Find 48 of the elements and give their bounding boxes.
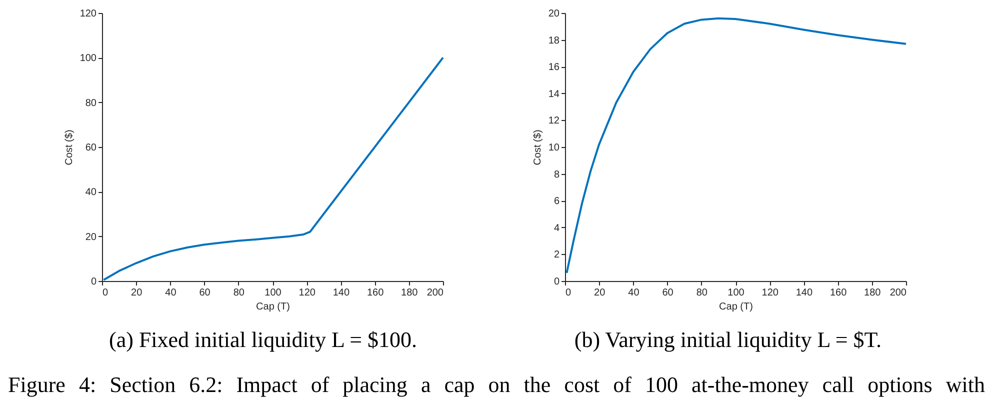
x-tick-label: 160: [366, 288, 384, 298]
x-tick-label: 120: [298, 288, 316, 298]
y-axis-title: Cost ($): [532, 130, 544, 166]
y-tick-label: 60: [85, 142, 97, 154]
y-tick-label: 20: [85, 232, 97, 243]
y-tick-label: 4: [554, 222, 560, 234]
x-tick-label: 0: [566, 288, 572, 298]
x-axis-title: Cap (T): [719, 302, 753, 312]
x-tick-label: 140: [332, 288, 350, 298]
y-tick-label: 80: [85, 98, 97, 109]
x-tick-label: 100: [264, 288, 282, 298]
y-tick-label: 40: [85, 187, 97, 198]
x-tick-label: 0: [102, 288, 108, 298]
y-tick-label: 2: [554, 250, 560, 261]
y-tick-label: 0: [554, 276, 560, 288]
x-tick-label: 180: [401, 288, 418, 298]
x-tick-label: 20: [131, 288, 143, 298]
y-tick-label: 0: [90, 276, 97, 288]
x-tick-label: 200: [426, 288, 444, 298]
x-tick-label: 80: [696, 288, 708, 298]
y-tick-label: 20: [548, 8, 560, 20]
y-tick-label: 16: [548, 62, 560, 74]
line-series: [566, 17, 907, 274]
y-tick-label: 6: [554, 196, 560, 208]
x-axis-title: Cap (T): [256, 302, 290, 312]
text: (a) Fixed initial liquidity L = $100.: [109, 327, 417, 353]
y-tick-label: 12: [548, 116, 560, 127]
x-tick-label: 20: [594, 288, 606, 298]
x-tick-label: 100: [728, 288, 745, 298]
x-tick-label: 140: [796, 288, 813, 298]
x-tick-label: 180: [864, 288, 882, 298]
y-tick-label: 18: [548, 35, 560, 46]
text: (b) Varying initial liquidity L = $T.: [574, 327, 882, 353]
x-tick-label: 120: [762, 288, 779, 298]
x-tick-label: 200: [890, 288, 907, 298]
x-tick-label: 40: [628, 288, 640, 298]
y-axis-title: Cost ($): [64, 130, 75, 166]
x-tick-label: 60: [662, 288, 674, 298]
y-tick-label: 100: [80, 53, 97, 64]
x-tick-label: 40: [165, 288, 177, 298]
caption: Figure 4: Section 6.2: Impact of placing a cap on the cost of 100 at-the-money call options with: [8, 372, 985, 398]
x-tick-label: 80: [233, 288, 245, 298]
y-tick-label: 10: [548, 142, 560, 154]
y-tick-label: 8: [554, 169, 560, 180]
y-tick-label: 120: [80, 8, 97, 20]
y-tick-label: 14: [548, 88, 560, 100]
x-tick-label: 160: [830, 288, 848, 298]
x-tick-label: 60: [199, 288, 211, 298]
